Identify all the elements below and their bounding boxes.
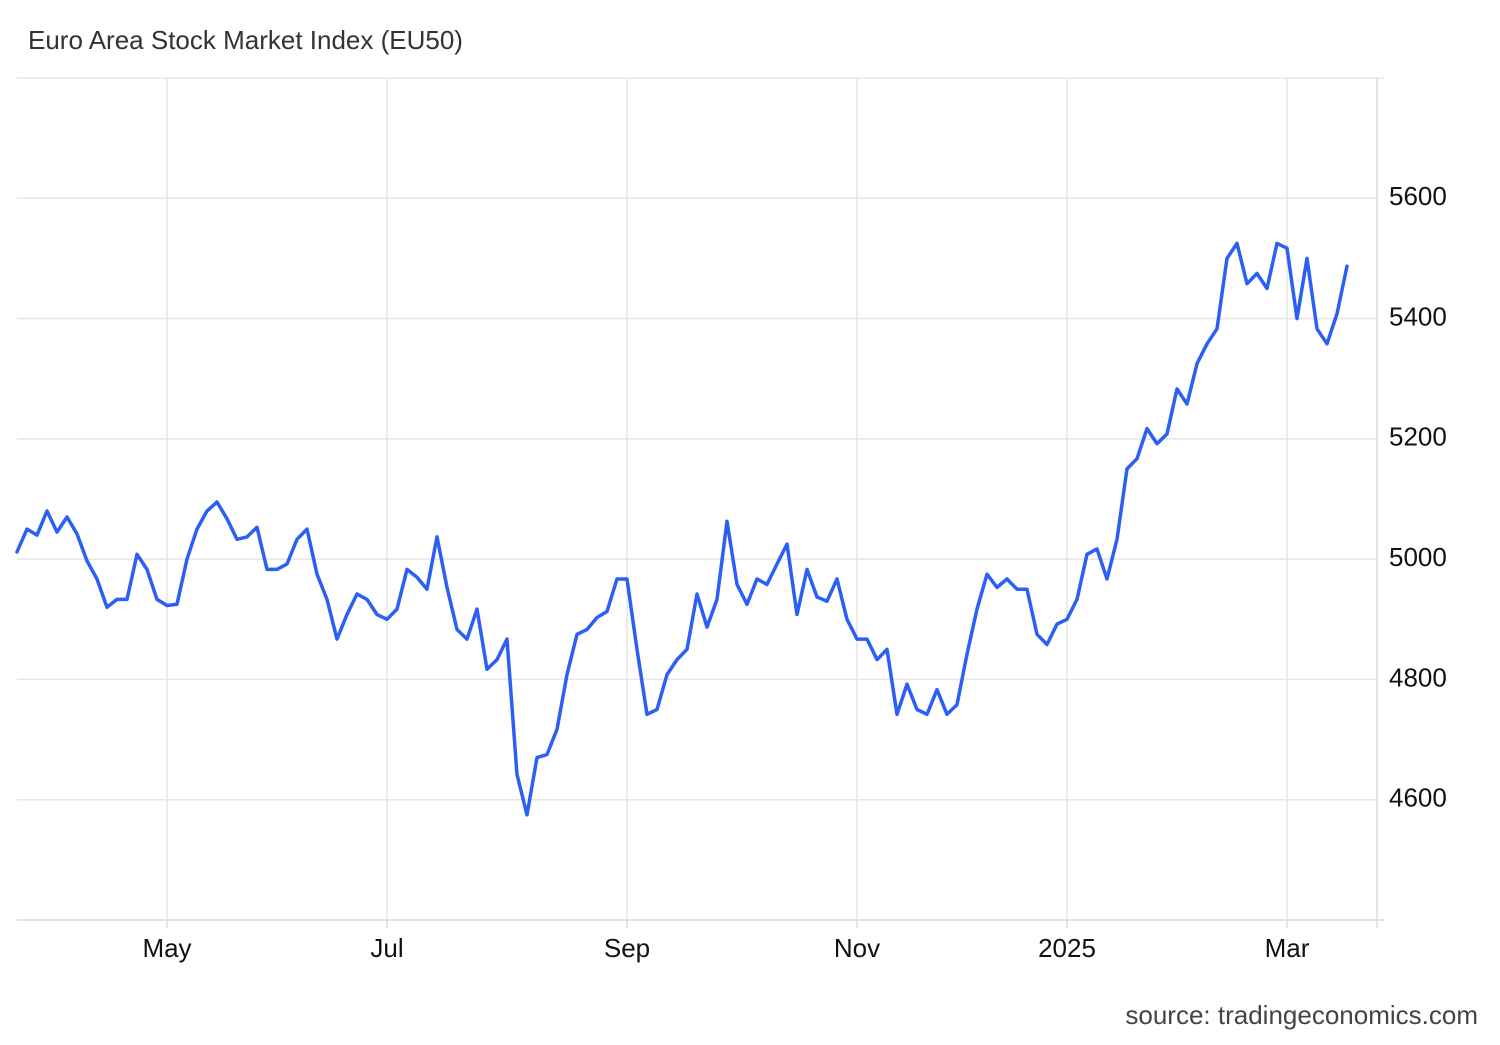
chart-title: Euro Area Stock Market Index (EU50) bbox=[28, 25, 463, 55]
x-tick-label: Mar bbox=[1265, 933, 1310, 963]
y-tick-label: 4600 bbox=[1389, 783, 1447, 813]
y-tick-label: 5000 bbox=[1389, 542, 1447, 572]
x-tick-label: May bbox=[142, 933, 191, 963]
x-tick-label: Sep bbox=[604, 933, 650, 963]
y-tick-label: 5200 bbox=[1389, 422, 1447, 452]
price-line bbox=[15, 241, 1349, 817]
x-tick-label: Jul bbox=[370, 933, 403, 963]
x-tick-label: 2025 bbox=[1038, 933, 1096, 963]
x-tick-label: Nov bbox=[834, 933, 880, 963]
source-note: source: tradingeconomics.com bbox=[1125, 1000, 1478, 1030]
y-tick-label: 5600 bbox=[1389, 181, 1447, 211]
y-tick-label: 4800 bbox=[1389, 662, 1447, 692]
y-tick-label: 5400 bbox=[1389, 301, 1447, 331]
